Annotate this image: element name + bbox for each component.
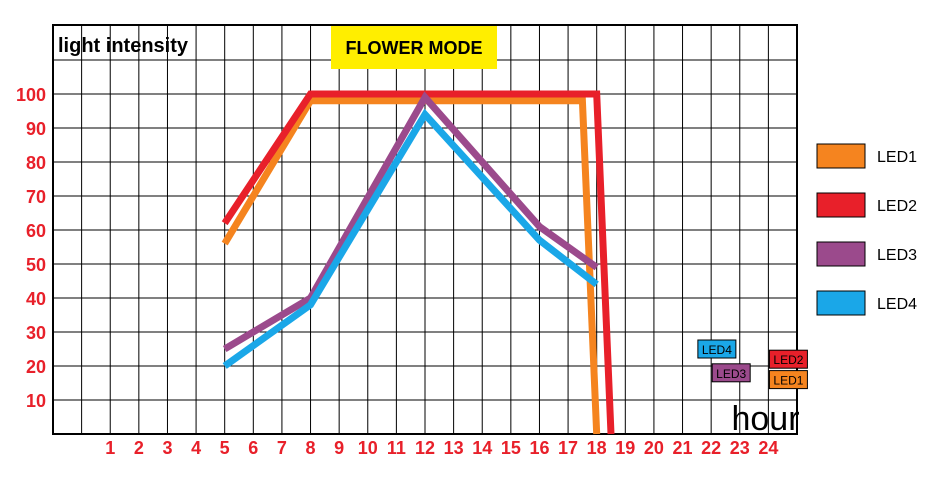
x-tick-label: 9 <box>334 438 344 458</box>
annotation-box <box>711 363 751 383</box>
x-tick-label: 8 <box>306 438 316 458</box>
x-tick-label: 18 <box>587 438 607 458</box>
x-axis-label: hour <box>731 400 799 438</box>
chart-title-box <box>331 26 497 69</box>
x-tick-label: 1 <box>105 438 115 458</box>
legend-item-led2: LED2 <box>816 192 917 218</box>
legend-item-led3: LED3 <box>816 241 917 267</box>
y-tick-label: 60 <box>26 221 46 241</box>
x-tick-label: 4 <box>191 438 201 458</box>
series-line-led1 <box>221 97 601 435</box>
y-tick-label: 90 <box>26 119 46 139</box>
y-tick-label: 80 <box>26 153 46 173</box>
x-tick-label: 2 <box>134 438 144 458</box>
x-tick-label: 20 <box>644 438 664 458</box>
chart-title: FLOWER MODE <box>346 38 483 58</box>
legend-label: LED4 <box>877 296 917 313</box>
series-line-led3 <box>222 91 599 353</box>
annotation-box <box>768 349 808 369</box>
x-tick-label: 10 <box>358 438 378 458</box>
annotation-led1: LED1 <box>768 370 808 390</box>
x-tick-label: 7 <box>277 438 287 458</box>
annotation-led4: LED4 <box>697 339 737 359</box>
y-axis-label: light intensity <box>58 35 189 57</box>
x-tick-label: 3 <box>162 438 172 458</box>
legend-swatch <box>816 290 866 316</box>
text-layer: FLOWER MODE light intensity 10 20 30 40 50 60 70… <box>16 26 808 458</box>
y-tick-label: 100 <box>16 85 46 105</box>
legend-swatch <box>816 192 866 218</box>
legend-swatch <box>816 143 866 169</box>
legend: LED1 LED2 LED3 LED4 <box>816 143 917 316</box>
x-tick-label: 6 <box>248 438 258 458</box>
annotation-box <box>697 339 737 359</box>
grid <box>52 24 798 435</box>
y-tick-label: 20 <box>26 357 46 377</box>
annotation-led2: LED2 <box>768 349 808 369</box>
x-tick-label: 19 <box>615 438 635 458</box>
x-tick-label: 11 <box>387 438 406 458</box>
legend-swatch <box>816 241 866 267</box>
x-tick-label: 15 <box>501 438 521 458</box>
annotation-label: LED4 <box>702 343 732 357</box>
y-tick-label: 40 <box>26 289 46 309</box>
legend-label: LED1 <box>877 149 917 166</box>
x-tick-label: 24 <box>758 438 778 458</box>
annotation-box <box>768 370 808 390</box>
annotation-led3: LED3 <box>711 363 751 383</box>
y-tick-label: 10 <box>26 391 46 411</box>
legend-item-led4: LED4 <box>816 290 917 316</box>
series-line-led2 <box>221 90 615 435</box>
x-tick-label: 22 <box>701 438 721 458</box>
legend-label: LED3 <box>877 247 917 264</box>
annotation-label: LED1 <box>773 374 803 388</box>
x-tick-label: 14 <box>472 438 492 458</box>
x-tick-label: 21 <box>673 438 693 458</box>
legend-item-led1: LED1 <box>816 143 917 169</box>
x-tick-label: 12 <box>415 438 435 458</box>
annotation-label: LED3 <box>716 367 746 381</box>
y-tick-label: 50 <box>26 255 46 275</box>
y-tick-label: 70 <box>26 187 46 207</box>
y-tick-label: 30 <box>26 323 46 343</box>
legend-label: LED2 <box>877 198 917 215</box>
series-line-led4 <box>222 108 599 369</box>
x-tick-label: 5 <box>220 438 230 458</box>
x-tick-label: 23 <box>730 438 750 458</box>
x-tick-label: 16 <box>529 438 549 458</box>
series-layer <box>221 90 615 435</box>
x-tick-label: 13 <box>444 438 464 458</box>
x-tick-label: 17 <box>558 438 578 458</box>
annotation-label: LED2 <box>773 353 803 367</box>
